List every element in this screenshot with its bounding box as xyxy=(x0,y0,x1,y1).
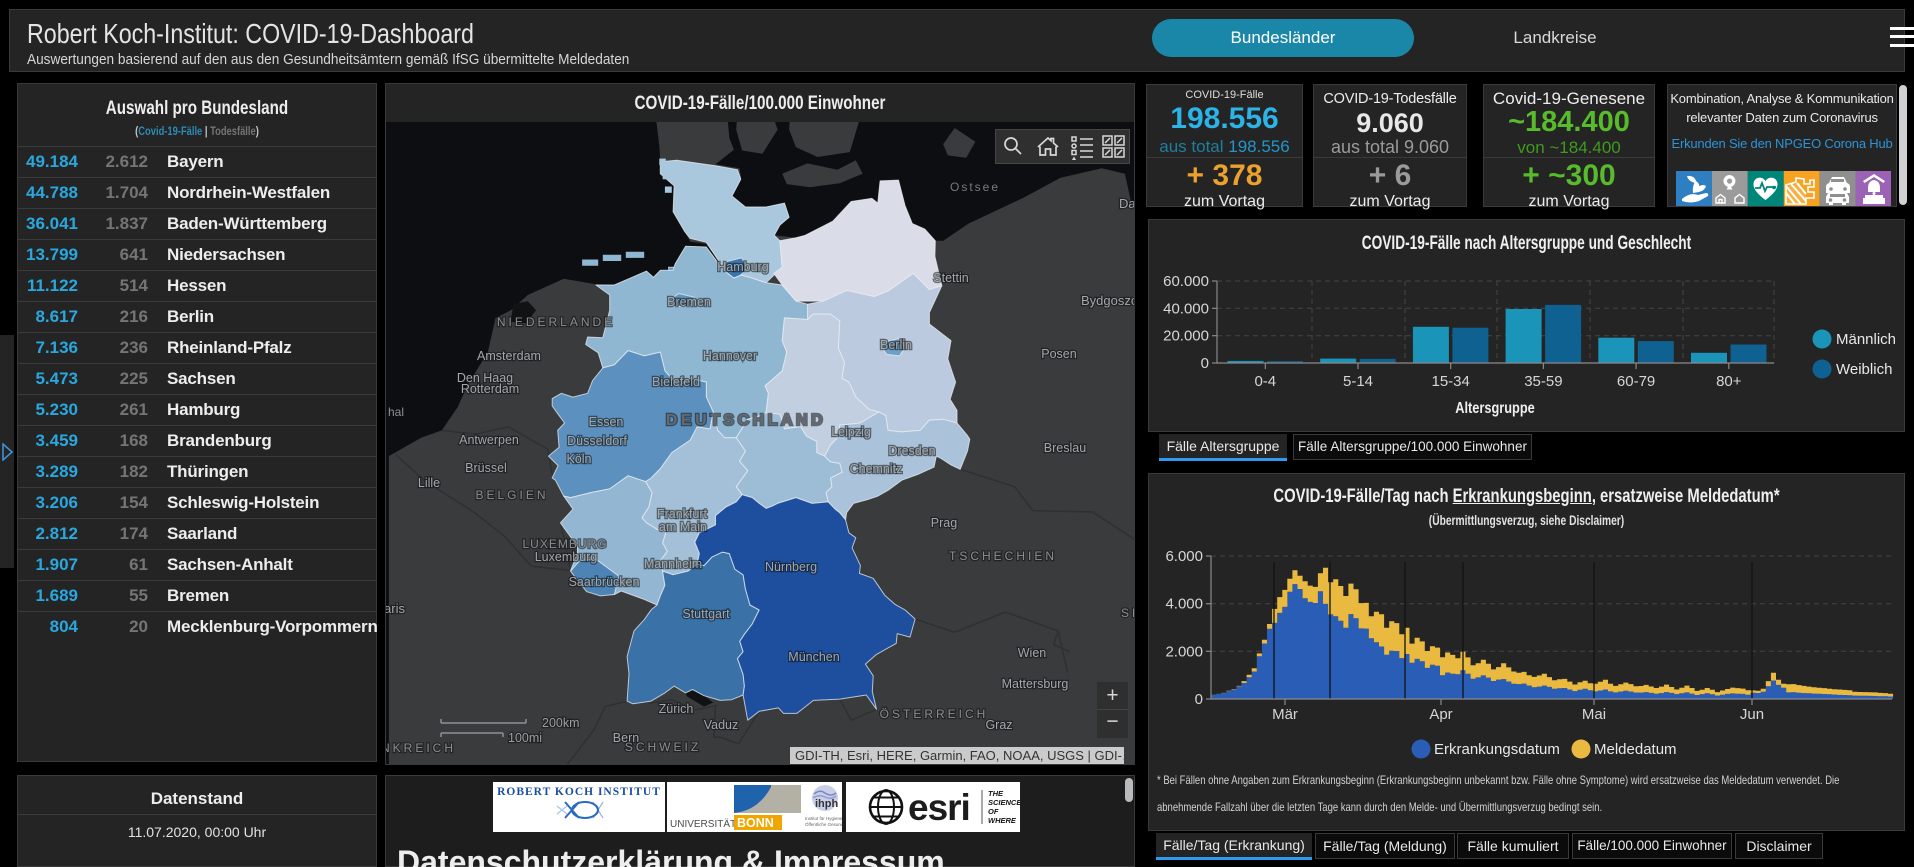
svg-text:35-59: 35-59 xyxy=(1524,373,1562,390)
svg-text:Danzig: Danzig xyxy=(1119,196,1135,211)
svg-text:6.000: 6.000 xyxy=(1165,548,1203,565)
svg-text:Bremen: Bremen xyxy=(667,295,711,309)
svg-text:Hannover: Hannover xyxy=(703,349,757,363)
svg-text:BELGIEN: BELGIEN xyxy=(475,488,548,502)
svg-text:Mannheim: Mannheim xyxy=(644,557,702,571)
svg-text:Frankfurt: Frankfurt xyxy=(657,507,708,521)
svg-text:Stettin: Stettin xyxy=(933,271,968,285)
svg-text:0-4: 0-4 xyxy=(1254,373,1276,390)
svg-text:Luxemburg: Luxemburg xyxy=(535,550,598,564)
svg-text:Prag: Prag xyxy=(931,516,957,530)
svg-text:0: 0 xyxy=(1201,355,1209,372)
svg-text:4.000: 4.000 xyxy=(1165,596,1203,613)
svg-text:UNIVERSITÄT: UNIVERSITÄT xyxy=(670,818,736,830)
svg-text:Vaduz: Vaduz xyxy=(704,718,739,732)
svg-text:Berlin: Berlin xyxy=(880,338,912,352)
svg-text:Den Haag: Den Haag xyxy=(457,371,513,385)
svg-text:Antwerpen: Antwerpen xyxy=(459,433,519,447)
svg-text:Erkrankungsdatum: Erkrankungsdatum xyxy=(1434,741,1560,758)
svg-text:Altersgruppe: Altersgruppe xyxy=(1455,400,1535,418)
svg-text:Hamburg: Hamburg xyxy=(717,260,768,274)
svg-text:ÖSTERREICH: ÖSTERREICH xyxy=(880,707,989,721)
svg-text:Apr: Apr xyxy=(1429,706,1452,723)
svg-text:60.000: 60.000 xyxy=(1163,273,1209,290)
svg-text:BONN: BONN xyxy=(737,816,774,830)
svg-text:Köln: Köln xyxy=(566,452,591,466)
svg-text:Amsterdam: Amsterdam xyxy=(477,349,541,363)
svg-text:60-79: 60-79 xyxy=(1617,373,1655,390)
svg-text:Bydgoszcz: Bydgoszcz xyxy=(1081,293,1135,308)
svg-text:Mattersburg: Mattersburg xyxy=(1002,677,1069,691)
svg-text:Leipzig: Leipzig xyxy=(831,425,871,439)
svg-text:SCHWEIZ: SCHWEIZ xyxy=(625,740,701,754)
svg-text:Mär: Mär xyxy=(1272,706,1298,723)
svg-text:Nürnberg: Nürnberg xyxy=(765,560,817,574)
svg-text:hal: hal xyxy=(388,405,404,419)
svg-text:OF: OF xyxy=(988,807,999,816)
svg-text:200km: 200km xyxy=(542,716,580,730)
svg-text:Posen: Posen xyxy=(1041,347,1076,361)
svg-text:Essen: Essen xyxy=(589,415,624,429)
svg-text:2.000: 2.000 xyxy=(1165,643,1203,660)
svg-text:5-14: 5-14 xyxy=(1343,373,1373,390)
svg-text:FRANKREICH: FRANKREICH xyxy=(386,741,456,755)
svg-text:THE: THE xyxy=(988,789,1004,798)
svg-text:Graz: Graz xyxy=(985,718,1012,732)
svg-text:Männlich: Männlich xyxy=(1836,331,1896,348)
svg-text:ihph: ihph xyxy=(815,798,838,810)
svg-text:Chemnitz: Chemnitz xyxy=(850,462,903,476)
svg-text:100mi: 100mi xyxy=(508,731,542,745)
svg-text:München: München xyxy=(788,650,839,664)
svg-text:Brüssel: Brüssel xyxy=(465,461,507,475)
svg-text:NIEDERLANDE: NIEDERLANDE xyxy=(497,315,615,329)
svg-text:Dresden: Dresden xyxy=(888,444,935,458)
svg-text:WHERE: WHERE xyxy=(988,816,1017,825)
svg-text:Düsseldorf: Düsseldorf xyxy=(567,434,627,448)
svg-text:Bern: Bern xyxy=(613,731,639,745)
svg-text:SCIENCE: SCIENCE xyxy=(988,798,1020,807)
svg-text:Breslau: Breslau xyxy=(1044,441,1086,455)
svg-text:Lille: Lille xyxy=(418,476,440,490)
svg-text:0: 0 xyxy=(1195,691,1203,708)
svg-text:Rotterdam: Rotterdam xyxy=(461,382,519,396)
svg-text:Öffentliche Gesundheit: Öffentliche Gesundheit xyxy=(805,821,842,827)
svg-text:SLOWAKEI: SLOWAKEI xyxy=(1121,606,1135,620)
svg-text:Meldedatum: Meldedatum xyxy=(1594,741,1677,758)
svg-text:Mai: Mai xyxy=(1582,706,1606,723)
svg-text:DEUTSCHLAND: DEUTSCHLAND xyxy=(666,412,826,429)
svg-text:40.000: 40.000 xyxy=(1163,300,1209,317)
svg-text:Paris: Paris xyxy=(386,601,405,616)
svg-text:Zürich: Zürich xyxy=(659,702,694,716)
svg-text:Bielefeld: Bielefeld xyxy=(652,375,700,389)
svg-text:Jun: Jun xyxy=(1740,706,1764,723)
svg-text:Saarbrücken: Saarbrücken xyxy=(569,575,640,589)
svg-text:TSCHECHIEN: TSCHECHIEN xyxy=(949,549,1057,563)
svg-text:20.000: 20.000 xyxy=(1163,328,1209,345)
svg-text:Ostsee: Ostsee xyxy=(950,180,1000,194)
svg-text:esri: esri xyxy=(908,787,970,828)
svg-text:Institut für Hygiene und: Institut für Hygiene und xyxy=(805,816,842,821)
svg-text:Weiblich: Weiblich xyxy=(1836,361,1892,378)
svg-text:80+: 80+ xyxy=(1716,373,1742,390)
svg-text:LUXEMBURG: LUXEMBURG xyxy=(522,537,607,551)
svg-text:Wien: Wien xyxy=(1018,646,1047,660)
svg-text:am Main: am Main xyxy=(659,520,707,534)
svg-text:15-34: 15-34 xyxy=(1432,373,1470,390)
svg-text:Stuttgart: Stuttgart xyxy=(682,607,730,621)
